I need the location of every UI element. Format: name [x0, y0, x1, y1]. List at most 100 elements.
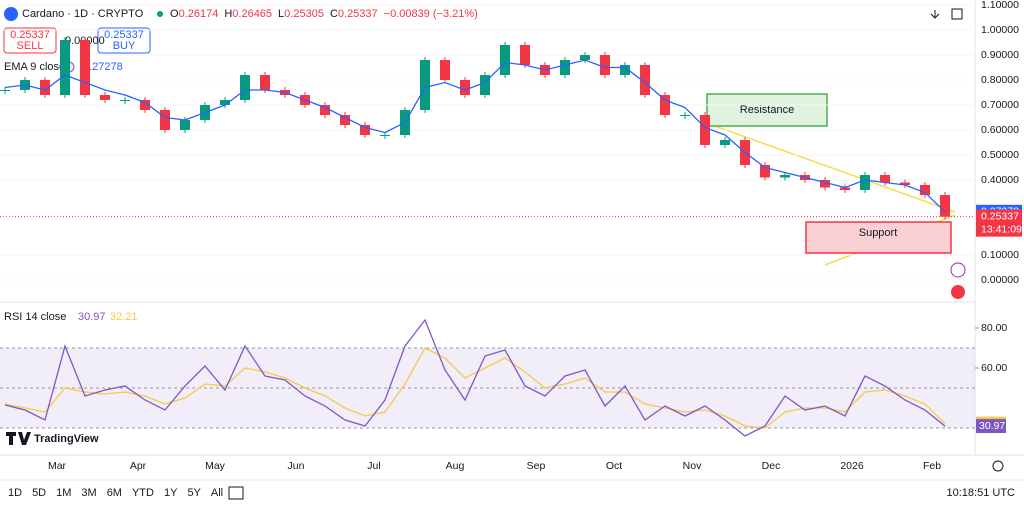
time-label: Sep: [527, 460, 546, 472]
alert-icon[interactable]: [950, 262, 966, 278]
candle-body: [640, 65, 650, 95]
candle-body: [840, 187, 850, 190]
rsi-tag-label: 30.97: [979, 420, 1005, 432]
rsi-value: 30.97: [78, 311, 106, 323]
sell-label: SELL: [17, 40, 44, 52]
candle-body: [160, 110, 170, 130]
candle-body: [660, 95, 670, 115]
candle-body: [560, 60, 570, 75]
download-icon[interactable]: [930, 10, 940, 19]
resistance-line: [711, 124, 956, 213]
candle-body: [40, 80, 50, 95]
time-label: 2026: [840, 460, 864, 472]
candle-body: [100, 95, 110, 100]
time-label: Aug: [446, 460, 465, 472]
price-tick-label: 0.10000: [981, 249, 1019, 261]
candle-body: [620, 65, 630, 75]
clock: 10:18:51 UTC: [947, 487, 1016, 499]
candle-body: [80, 40, 90, 95]
candle-body: [0, 90, 10, 91]
time-label: Jun: [288, 460, 305, 472]
price-tag: [976, 209, 1022, 237]
candle-body: [120, 100, 130, 101]
ohlc-key: C: [330, 8, 338, 20]
time-label: Dec: [762, 460, 781, 472]
candle-body: [720, 140, 730, 145]
candle-body: [420, 60, 430, 110]
price-tick-label: 0.90000: [981, 49, 1019, 61]
price-tick-label: 0.60000: [981, 124, 1019, 136]
sell-button[interactable]: [3, 27, 57, 54]
rsi-label: RSI 14 close: [4, 311, 66, 323]
candle-body: [860, 175, 870, 190]
ema-line: [4, 59, 946, 213]
resistance-text: Resistance: [740, 104, 794, 116]
candle-body: [140, 100, 150, 110]
range-button[interactable]: 5Y: [187, 487, 201, 499]
symbol-icon: [4, 7, 18, 21]
ohlc-value: 0.25337: [338, 8, 378, 20]
candle-body: [920, 185, 930, 195]
time-label: Nov: [683, 460, 702, 472]
sell-price: 0.25337: [10, 29, 50, 41]
rsi-tag: [976, 419, 1006, 434]
price-tick-label: 0.00000: [981, 274, 1019, 286]
fullscreen-icon[interactable]: [951, 8, 963, 20]
candle-body: [520, 45, 530, 65]
ohlc-value: 0.26174: [179, 8, 219, 20]
price-tick-label: 0.70000: [981, 99, 1019, 111]
candle-body: [580, 55, 590, 60]
price-tick-label: 0.50000: [981, 149, 1019, 161]
time-label: Apr: [130, 460, 147, 472]
support-box: [805, 221, 952, 254]
resistance-box: [706, 93, 828, 127]
symbol[interactable]: Cardano · 1D · CRYPTO: [22, 8, 144, 20]
candle-body: [500, 45, 510, 75]
rsi-tick-label: 60.00: [981, 362, 1007, 374]
candle-body: [460, 80, 470, 95]
brand-logo: [6, 432, 31, 445]
range-button[interactable]: 3M: [81, 487, 96, 499]
range-button[interactable]: 1Y: [164, 487, 178, 499]
calendar-icon[interactable]: [228, 486, 244, 500]
range-button[interactable]: 1D: [8, 487, 22, 499]
candle-body: [240, 75, 250, 100]
ohlc-change: −0.00839 (−3.21%): [384, 8, 478, 20]
rsi-tick-label: 80.00: [981, 322, 1007, 334]
candle-body: [900, 182, 910, 185]
market-status: [157, 11, 163, 17]
rsi-ma-line: [4, 347, 946, 429]
time-label: Feb: [923, 460, 941, 472]
time-label: Jul: [367, 460, 380, 472]
range-button[interactable]: 1M: [56, 487, 71, 499]
ohlc-key: O: [170, 8, 179, 20]
candle-body: [440, 60, 450, 80]
range-button[interactable]: 6M: [107, 487, 122, 499]
candle-body: [700, 115, 710, 145]
flag-icon[interactable]: [951, 285, 965, 299]
candle-body: [820, 180, 830, 188]
candle-body: [260, 75, 270, 90]
candle-body: [600, 55, 610, 75]
rsi-line: [4, 318, 946, 437]
buy-label: BUY: [113, 40, 136, 52]
range-button[interactable]: All: [211, 487, 223, 499]
ohlc-key: H: [224, 8, 232, 20]
time-label: May: [205, 460, 226, 472]
support-text: Support: [859, 227, 898, 239]
brand: TradingView: [34, 433, 99, 445]
candle-body: [480, 75, 490, 95]
buy-button[interactable]: [97, 27, 151, 54]
candle-body: [880, 175, 890, 183]
settings-icon[interactable]: [992, 460, 1004, 472]
range-button[interactable]: YTD: [132, 487, 154, 499]
candle-body: [340, 115, 350, 125]
candle-body: [320, 105, 330, 115]
ohlc-value: 0.25305: [284, 8, 324, 20]
candle-body: [760, 165, 770, 178]
price-tick-label: 1.00000: [981, 24, 1019, 36]
range-button[interactable]: 5D: [32, 487, 46, 499]
candle-body: [60, 40, 70, 95]
price-tag-label: 0.25337: [981, 210, 1019, 222]
